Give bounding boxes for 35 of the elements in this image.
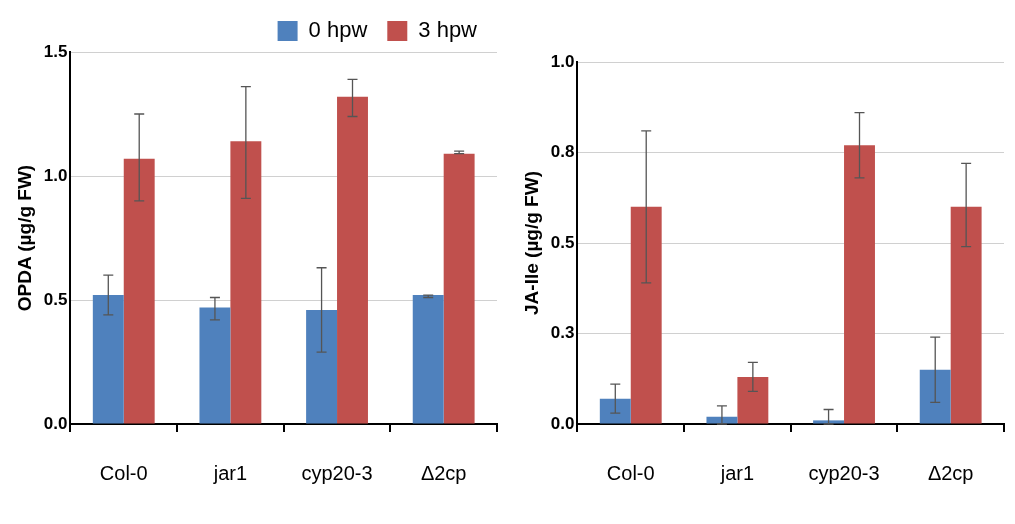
bar	[230, 141, 262, 424]
bar	[950, 206, 982, 424]
bar	[844, 145, 875, 424]
x-tick-label: Δ2cp	[420, 461, 467, 484]
bar	[919, 369, 951, 424]
y-tick-label: 0.3	[550, 323, 575, 343]
y-tick-label: 0.5	[43, 289, 68, 309]
x-tick-label: Col-0	[606, 461, 655, 484]
legend-label: 0 hpw	[308, 17, 368, 43]
bar	[306, 309, 338, 424]
bar	[443, 153, 475, 424]
y-tick-label: 1.0	[43, 165, 68, 185]
bar	[92, 295, 124, 424]
y-tick-label: 1.5	[43, 41, 68, 61]
bar	[337, 96, 368, 424]
bar	[412, 295, 444, 424]
y-tick-label: 0.0	[550, 413, 575, 433]
bar	[630, 206, 662, 424]
bar	[199, 307, 231, 424]
bar	[599, 398, 631, 424]
y-tick-label: 0.0	[43, 413, 68, 433]
y-axis-title: JA-Ile (µg/g FW)	[520, 171, 542, 315]
x-tick-label: cyp20-3	[301, 461, 373, 484]
x-tick-label: jar1	[719, 461, 755, 484]
y-axis-title: OPDA (µg/g FW)	[13, 164, 35, 312]
x-tick-label: Δ2cp	[927, 461, 974, 484]
x-tick-label: Col-0	[99, 461, 148, 484]
bar	[737, 376, 769, 424]
y-tick-label: 0.5	[550, 232, 575, 252]
y-tick-label: 0.8	[550, 142, 575, 162]
legend-label: 3 hpw	[418, 17, 478, 43]
x-tick-label: jar1	[212, 461, 248, 484]
y-tick-label: 1.0	[550, 51, 575, 71]
x-tick-label: cyp20-3	[808, 461, 880, 484]
bar	[123, 158, 155, 424]
